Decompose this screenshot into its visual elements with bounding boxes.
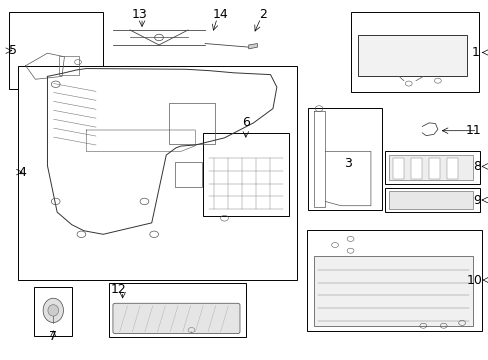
- Bar: [9, 12, 103, 89]
- Bar: [388, 192, 472, 209]
- Ellipse shape: [43, 298, 63, 323]
- Text: 7: 7: [49, 330, 57, 343]
- Bar: [314, 256, 472, 326]
- Text: 14: 14: [212, 9, 228, 22]
- Bar: [308, 108, 381, 210]
- Bar: [446, 158, 457, 179]
- Bar: [34, 287, 72, 337]
- Ellipse shape: [48, 305, 59, 316]
- Text: 10: 10: [466, 274, 482, 287]
- Text: 11: 11: [465, 124, 481, 137]
- Text: 5: 5: [9, 44, 17, 57]
- Bar: [168, 103, 214, 144]
- Bar: [410, 158, 421, 179]
- Bar: [384, 188, 479, 212]
- Text: 12: 12: [111, 283, 126, 296]
- Text: 6: 6: [242, 116, 249, 129]
- Bar: [202, 133, 288, 216]
- Text: 3: 3: [343, 157, 351, 170]
- Text: 4: 4: [19, 166, 26, 179]
- Bar: [428, 158, 439, 179]
- Polygon shape: [248, 44, 257, 49]
- FancyBboxPatch shape: [113, 303, 240, 334]
- Bar: [350, 12, 478, 93]
- Text: 1: 1: [470, 46, 478, 59]
- Bar: [384, 151, 479, 184]
- Bar: [392, 158, 403, 179]
- Text: 2: 2: [259, 9, 266, 22]
- Bar: [59, 56, 79, 75]
- Bar: [19, 66, 297, 280]
- Text: 9: 9: [473, 194, 481, 207]
- Text: 8: 8: [472, 160, 481, 173]
- Bar: [175, 162, 201, 187]
- Text: 13: 13: [131, 9, 147, 22]
- Bar: [357, 35, 466, 76]
- Bar: [109, 283, 245, 337]
- Bar: [388, 155, 472, 180]
- Bar: [306, 230, 482, 331]
